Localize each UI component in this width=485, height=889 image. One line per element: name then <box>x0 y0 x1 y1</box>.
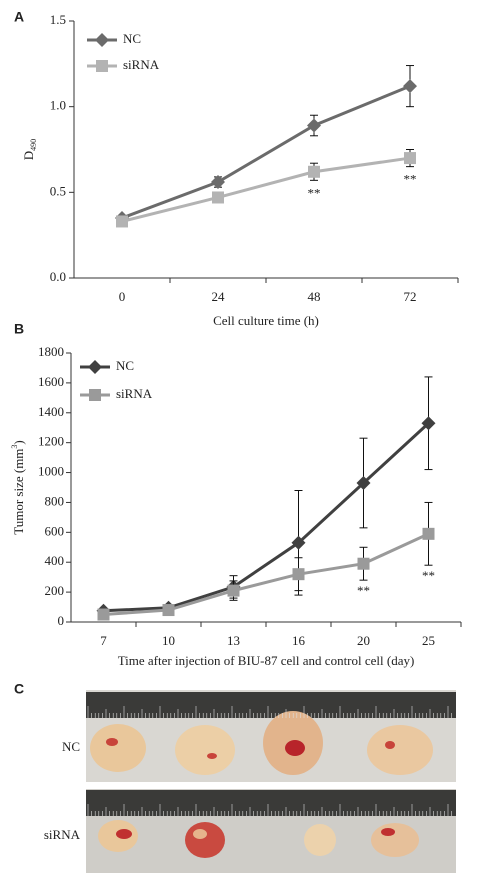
x-tick-label: 48 <box>308 289 321 304</box>
ruler-nc <box>86 692 456 718</box>
legend-marker <box>96 60 108 72</box>
panel-letter: A <box>14 9 24 25</box>
significance-label: ** <box>308 185 321 200</box>
y-tick-label: 0.0 <box>50 269 66 284</box>
series-line <box>103 532 430 617</box>
ruler-sirna <box>86 790 456 816</box>
data-point <box>308 165 320 178</box>
y-axis-title: D490 <box>21 139 38 160</box>
data-point <box>421 416 436 431</box>
x-axis-title: Time after injection of BIU-87 cell and … <box>118 653 415 668</box>
y-tick-label: 0.5 <box>50 183 66 198</box>
significance-label: ** <box>404 172 417 187</box>
y-axis-title-sup: 3 <box>10 445 19 449</box>
y-tick-label: 1800 <box>38 344 64 359</box>
data-point <box>291 535 306 550</box>
row-label: NC <box>62 739 80 754</box>
y-tick-label: 200 <box>45 583 65 598</box>
significance-label: ** <box>357 583 370 598</box>
x-tick-label: 16 <box>292 633 306 648</box>
y-axis-title-text: D <box>21 151 36 160</box>
legend-label: siRNA <box>116 386 153 401</box>
legend-label: NC <box>123 31 141 46</box>
x-tick-label: 13 <box>227 633 240 648</box>
y-axis-title-text: Tumor size (mm <box>11 449 26 535</box>
legend-label: NC <box>116 358 134 373</box>
data-point <box>116 215 128 228</box>
legend-marker <box>95 33 109 47</box>
series-line <box>121 84 411 220</box>
series-line <box>103 422 430 613</box>
legend-marker <box>89 389 101 401</box>
legend-label: siRNA <box>123 57 160 72</box>
y-tick-label: 1.0 <box>50 98 66 113</box>
y-tick-label: 600 <box>45 523 65 538</box>
y-tick-label: 1000 <box>38 464 64 479</box>
data-point <box>356 476 371 491</box>
data-point <box>403 79 417 94</box>
y-tick-label: 1400 <box>38 404 64 419</box>
x-axis-title: Cell culture time (h) <box>213 313 319 328</box>
y-tick-label: 400 <box>45 553 65 568</box>
y-tick-label: 800 <box>45 493 65 508</box>
panel-letter: C <box>14 681 24 697</box>
tumors <box>90 711 433 858</box>
significance-label: ** <box>422 568 435 583</box>
y-tick-label: 0 <box>58 613 65 628</box>
data-point <box>307 118 321 133</box>
y-axis-title-sub: 490 <box>29 139 38 151</box>
y-axis-title: Tumor size (mm3) <box>10 440 26 535</box>
x-tick-label: 25 <box>422 633 435 648</box>
y-axis-title-end: ) <box>11 440 26 444</box>
panel-letter: B <box>14 321 24 337</box>
data-point <box>227 584 240 597</box>
data-point <box>422 527 435 540</box>
data-point <box>97 608 110 621</box>
legend-marker <box>88 360 102 374</box>
data-point <box>162 604 175 617</box>
y-tick-label: 1.5 <box>50 12 66 27</box>
data-point <box>211 175 225 190</box>
series-line <box>121 156 411 223</box>
x-tick-label: 10 <box>162 633 175 648</box>
x-tick-label: 7 <box>100 633 107 648</box>
x-tick-label: 24 <box>212 289 226 304</box>
x-tick-label: 0 <box>119 289 126 304</box>
data-point <box>292 568 305 581</box>
y-tick-label: 1600 <box>38 374 64 389</box>
data-point <box>357 557 370 570</box>
x-tick-label: 72 <box>404 289 417 304</box>
data-point <box>212 191 224 204</box>
y-tick-label: 1200 <box>38 434 64 449</box>
x-tick-label: 20 <box>357 633 370 648</box>
row-label: siRNA <box>44 827 81 842</box>
data-point <box>404 152 416 165</box>
